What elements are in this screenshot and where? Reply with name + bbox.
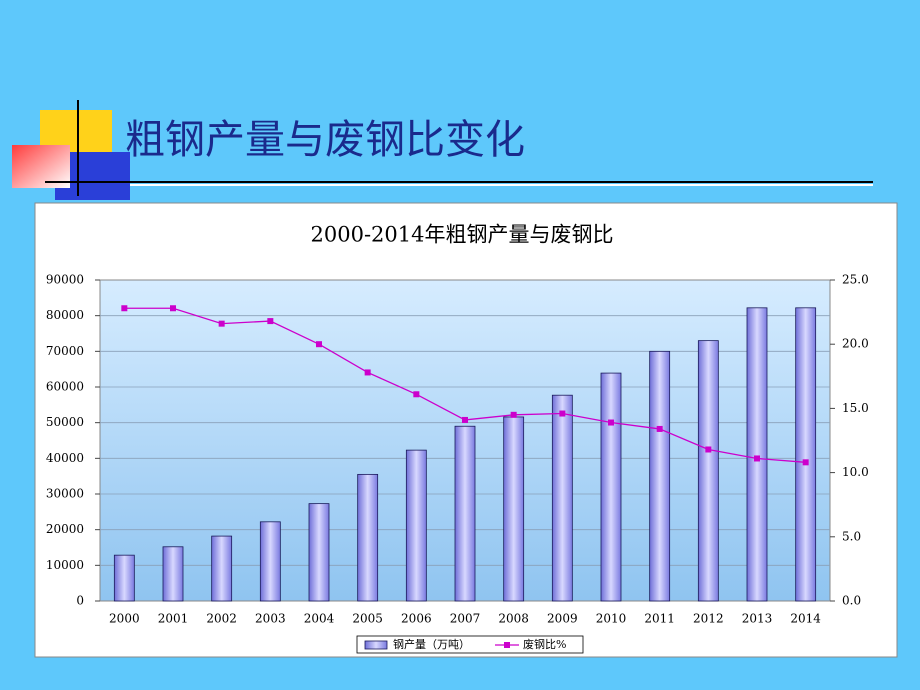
legend-label: 废钢比% bbox=[523, 637, 566, 651]
line-marker bbox=[413, 391, 420, 398]
y2-tick-label: 5.0 bbox=[842, 529, 861, 543]
line-marker bbox=[510, 411, 517, 418]
bar bbox=[162, 546, 184, 602]
bar bbox=[746, 307, 768, 602]
x-tick-label: 2008 bbox=[498, 612, 529, 626]
line-marker bbox=[705, 446, 712, 453]
x-tick-label: 2011 bbox=[644, 612, 675, 626]
y-tick-label: 90000 bbox=[46, 273, 84, 287]
x-tick-label: 2001 bbox=[158, 612, 189, 626]
y2-tick-label: 0.0 bbox=[842, 594, 861, 608]
bar bbox=[551, 394, 573, 602]
slide-title: 粗钢产量与废钢比变化 bbox=[125, 117, 525, 163]
y-tick-label: 80000 bbox=[46, 308, 84, 322]
x-tick-label: 2000 bbox=[109, 612, 140, 626]
bar bbox=[503, 416, 525, 602]
x-tick-label: 2009 bbox=[547, 612, 578, 626]
bar bbox=[308, 503, 330, 602]
legend-marker bbox=[504, 642, 510, 648]
x-tick-label: 2007 bbox=[450, 612, 481, 626]
x-tick-label: 2013 bbox=[742, 612, 773, 626]
bar bbox=[357, 473, 379, 602]
y2-tick-label: 15.0 bbox=[842, 401, 869, 415]
line-marker bbox=[608, 419, 614, 426]
y-tick-label: 30000 bbox=[46, 487, 84, 501]
bar bbox=[600, 372, 622, 602]
line-marker bbox=[267, 318, 274, 325]
bar bbox=[795, 307, 817, 602]
x-tick-label: 2004 bbox=[304, 612, 335, 626]
x-tick-label: 2003 bbox=[255, 612, 286, 626]
y-tick-label: 70000 bbox=[46, 344, 84, 358]
line-marker bbox=[802, 459, 809, 466]
line-marker bbox=[121, 305, 128, 312]
y-tick-label: 20000 bbox=[46, 522, 84, 536]
line-marker bbox=[218, 320, 225, 327]
y-tick-label: 40000 bbox=[46, 451, 84, 465]
line-marker bbox=[316, 341, 322, 348]
bar bbox=[259, 521, 281, 602]
x-tick-label: 2005 bbox=[352, 612, 383, 626]
y2-tick-label: 20.0 bbox=[842, 337, 869, 351]
y-tick-label: 60000 bbox=[46, 380, 84, 394]
legend bbox=[356, 635, 584, 654]
y2-tick-label: 25.0 bbox=[842, 273, 869, 287]
line-marker bbox=[364, 369, 371, 376]
legend-label: 钢产量（万吨） bbox=[393, 637, 470, 651]
legend-swatch bbox=[364, 640, 388, 650]
deco-red bbox=[12, 145, 70, 188]
x-tick-label: 2002 bbox=[206, 612, 237, 626]
chart-title: 2000-2014年粗钢产量与废钢比 bbox=[311, 223, 614, 247]
x-tick-label: 2014 bbox=[790, 612, 821, 626]
bar bbox=[454, 425, 476, 602]
x-tick-label: 2006 bbox=[401, 612, 432, 626]
x-tick-label: 2012 bbox=[693, 612, 724, 626]
line-marker bbox=[462, 416, 468, 423]
line-marker bbox=[559, 410, 566, 417]
y-tick-label: 10000 bbox=[46, 558, 84, 572]
y2-tick-label: 10.0 bbox=[842, 465, 869, 479]
bar bbox=[113, 554, 135, 602]
line-marker bbox=[754, 455, 760, 462]
bar bbox=[649, 350, 671, 602]
x-tick-label: 2010 bbox=[596, 612, 627, 626]
line-marker bbox=[656, 425, 663, 432]
line-marker bbox=[170, 305, 176, 312]
bar bbox=[697, 340, 719, 602]
y-tick-label: 0 bbox=[76, 594, 84, 608]
bar bbox=[405, 449, 427, 602]
y-tick-label: 50000 bbox=[46, 415, 84, 429]
bar bbox=[211, 535, 233, 602]
